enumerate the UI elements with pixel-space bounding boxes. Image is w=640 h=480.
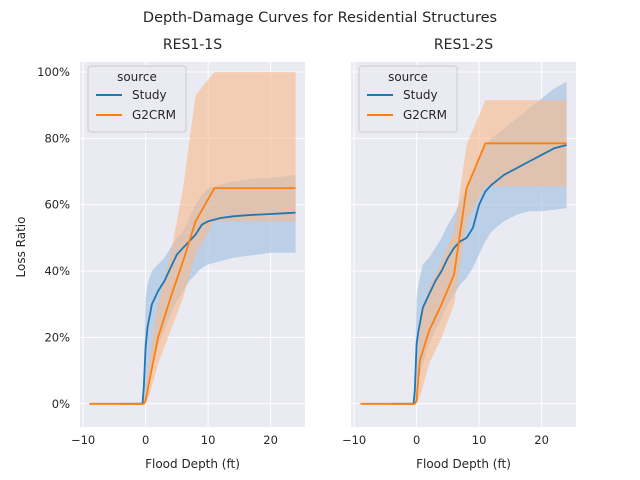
- plot-marks-res1-1s: [89, 72, 296, 405]
- legend-entry-g2crm-res1-1s: G2CRM: [132, 108, 176, 122]
- legend-entry-g2crm-res1-2s: G2CRM: [403, 108, 447, 122]
- x-tick-label-res1-1s-3: 20: [263, 433, 278, 447]
- band-g2crm-res1-2s: [360, 100, 567, 404]
- line-study-res1-2s: [391, 144, 567, 405]
- y-axis-label: Loss Ratio: [14, 217, 28, 278]
- panel-res1-2s: RES1-2S Flood Depth (ft) −10 0 10 20 source S…: [342, 37, 576, 471]
- y-tick-label-res1-1s-5: 100%: [37, 65, 70, 79]
- y-tick-label-res1-1s-3: 60%: [44, 198, 70, 212]
- band-study-res1-1s: [120, 174, 296, 404]
- x-tick-label-res1-2s-2: 10: [472, 433, 487, 447]
- legend-entry-study-res1-1s: Study: [132, 88, 167, 102]
- x-tick-label-res1-2s-1: 0: [413, 433, 420, 447]
- panel-title-res1-1s: RES1-1S: [163, 37, 222, 53]
- legend-title-res1-1s: source: [117, 70, 157, 84]
- x-tick-label-res1-1s-1: 0: [142, 433, 149, 447]
- y-tick-label-res1-1s-2: 40%: [44, 264, 70, 278]
- line-g2crm-res1-1s: [89, 187, 296, 405]
- panel-res1-1s: RES1-1S Flood Depth (ft) −10 0 10 20 0% 20% 40…: [37, 37, 305, 471]
- legend-res1-1s: source Study G2CRM: [87, 65, 187, 133]
- line-g2crm-res1-2s: [360, 142, 567, 405]
- legend-entry-study-res1-2s: Study: [403, 88, 438, 102]
- x-tick-label-res1-2s-0: −10: [342, 433, 366, 447]
- panel-title-res1-2s: RES1-2S: [434, 37, 493, 53]
- x-tick-label-res1-1s-0: −10: [71, 433, 95, 447]
- x-tick-label-res1-1s-2: 10: [201, 433, 216, 447]
- x-axis-label-res1-1s: Flood Depth (ft): [145, 457, 240, 471]
- y-tick-label-res1-1s-1: 20%: [44, 330, 70, 344]
- legend-res1-2s: source Study G2CRM: [358, 65, 458, 133]
- y-tick-label-res1-1s-0: 0%: [52, 397, 70, 411]
- figure-title: Depth-Damage Curves for Residential Stru…: [143, 10, 497, 26]
- x-axis-label-res1-2s: Flood Depth (ft): [416, 457, 511, 471]
- y-tick-label-res1-1s-4: 80%: [44, 131, 70, 145]
- line-study-res1-1s: [120, 211, 296, 405]
- legend-title-res1-2s: source: [388, 70, 428, 84]
- plot-marks-res1-2s: [360, 81, 567, 405]
- x-tick-label-res1-2s-3: 20: [534, 433, 549, 447]
